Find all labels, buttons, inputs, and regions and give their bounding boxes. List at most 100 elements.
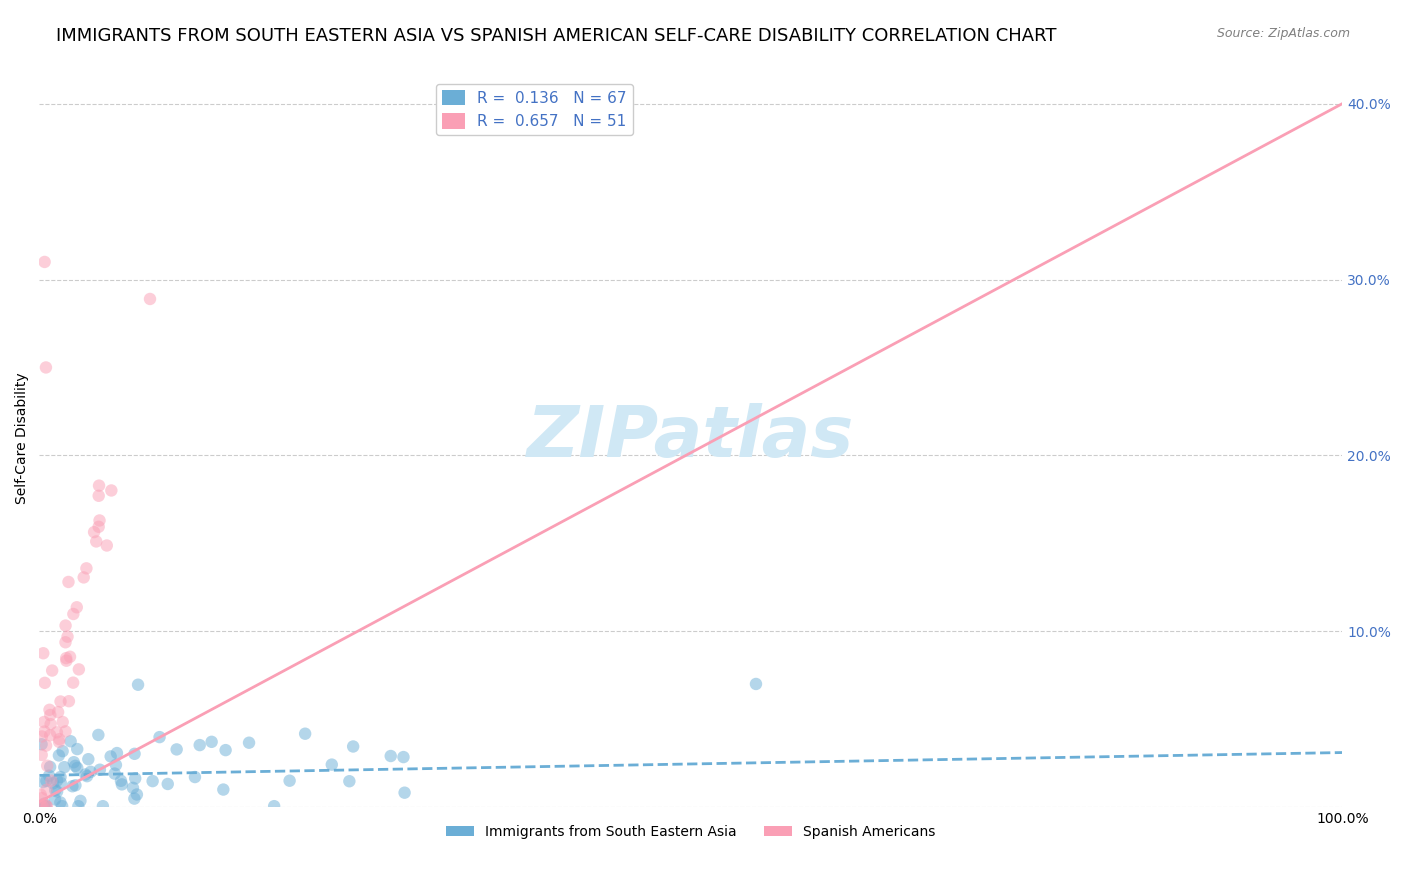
Point <box>122 780 145 795</box>
Text: IMMIGRANTS FROM SOUTH EASTERN ASIA VS SPANISH AMERICAN SELF-CARE DISABILITY CORR: IMMIGRANTS FROM SOUTH EASTERN ASIA VS SP… <box>56 27 1057 45</box>
Point <box>35 773 58 788</box>
Point <box>48 735 70 749</box>
Point <box>35 799 58 814</box>
Point <box>38 769 60 783</box>
Point <box>31 799 53 814</box>
Point <box>76 769 98 783</box>
Point <box>66 761 89 775</box>
Point <box>142 774 165 789</box>
Point <box>38 703 60 717</box>
Point <box>34 676 56 690</box>
Point <box>45 725 67 739</box>
Point <box>201 735 224 749</box>
Point <box>49 796 72 810</box>
Point <box>67 662 90 676</box>
Point <box>66 600 89 615</box>
Point <box>238 736 260 750</box>
Point <box>263 799 285 814</box>
Point <box>65 778 87 792</box>
Point <box>214 743 236 757</box>
Point <box>380 749 402 764</box>
Point <box>83 525 105 540</box>
Point <box>62 779 84 793</box>
Point <box>392 750 415 764</box>
Point <box>77 752 100 766</box>
Point <box>39 717 62 731</box>
Point <box>39 728 62 742</box>
Point <box>55 618 77 632</box>
Point <box>55 654 77 668</box>
Point <box>62 755 84 769</box>
Point <box>31 730 53 744</box>
Point <box>30 799 52 814</box>
Point <box>51 799 73 814</box>
Point <box>52 744 75 758</box>
Text: Source: ZipAtlas.com: Source: ZipAtlas.com <box>1216 27 1350 40</box>
Point <box>53 760 76 774</box>
Point <box>124 747 146 761</box>
Point <box>212 782 235 797</box>
Point <box>35 782 58 797</box>
Point <box>100 749 122 764</box>
Point <box>35 360 58 375</box>
Point <box>55 724 77 739</box>
Point <box>127 678 149 692</box>
Point <box>62 675 84 690</box>
Point <box>342 739 364 754</box>
Point <box>188 738 211 752</box>
Point <box>31 791 53 805</box>
Point <box>52 714 75 729</box>
Point <box>124 791 146 805</box>
Point <box>96 539 118 553</box>
Point <box>125 788 148 802</box>
Point <box>37 758 59 772</box>
Point <box>34 799 56 814</box>
Point <box>89 513 111 527</box>
Point <box>91 799 114 814</box>
Point <box>55 635 77 649</box>
Point <box>69 794 91 808</box>
Point <box>156 777 179 791</box>
Point <box>111 777 134 791</box>
Point <box>337 774 360 789</box>
Point <box>87 520 110 534</box>
Point <box>104 766 127 780</box>
Point <box>35 799 58 814</box>
Point <box>89 763 111 777</box>
Point <box>31 737 53 751</box>
Point <box>66 742 89 756</box>
Point <box>100 483 122 498</box>
Point <box>65 759 87 773</box>
Point <box>46 784 69 798</box>
Point <box>58 694 80 708</box>
Point <box>75 561 97 575</box>
Point <box>32 775 55 789</box>
Point <box>166 742 188 756</box>
Point <box>73 570 96 584</box>
Point <box>32 797 55 811</box>
Point <box>139 292 162 306</box>
Point <box>56 630 79 644</box>
Point <box>34 255 56 269</box>
Point <box>55 651 77 665</box>
Point <box>278 773 301 788</box>
Point <box>148 730 170 744</box>
Point <box>110 773 132 788</box>
Legend: Immigrants from South Eastern Asia, Spanish Americans: Immigrants from South Eastern Asia, Span… <box>440 820 941 845</box>
Point <box>44 792 66 806</box>
Point <box>67 799 90 814</box>
Point <box>41 664 63 678</box>
Point <box>46 773 69 788</box>
Point <box>32 646 55 660</box>
Y-axis label: Self-Care Disability: Self-Care Disability <box>15 372 30 504</box>
Point <box>84 534 107 549</box>
Point <box>42 776 65 790</box>
Point <box>48 732 70 747</box>
Point <box>46 705 69 719</box>
Point <box>62 607 84 621</box>
Point <box>30 788 52 802</box>
Point <box>34 724 56 739</box>
Point <box>39 708 62 723</box>
Point <box>80 764 103 779</box>
Point <box>59 734 82 748</box>
